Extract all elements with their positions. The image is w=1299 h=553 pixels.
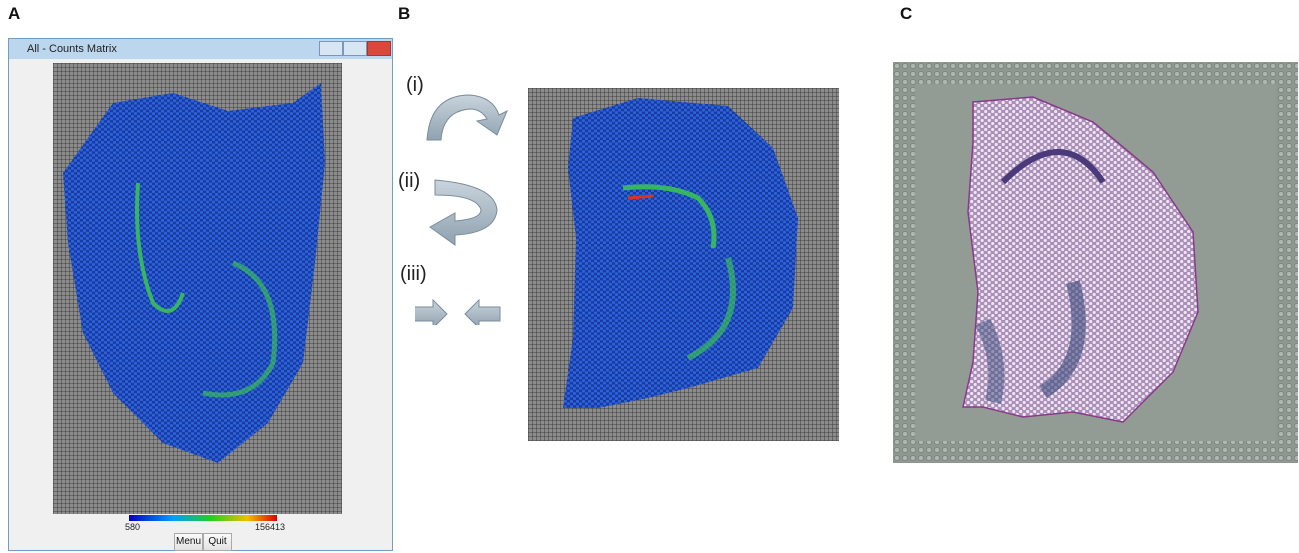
quit-button[interactable]: Quit (203, 533, 232, 551)
aligned-matrix (528, 88, 839, 441)
counts-matrix (53, 63, 342, 514)
close-button[interactable] (367, 41, 391, 56)
panel-label: C (900, 4, 912, 24)
shape (427, 95, 507, 140)
app-window: All - Counts Matrix 580 156413 Menu Quit (8, 38, 393, 551)
figure: A B C All - Counts Matrix 580 156413 Men… (0, 0, 1299, 553)
minimize-button[interactable] (319, 41, 343, 56)
arrows (415, 85, 515, 325)
shape (465, 300, 500, 325)
colorbar-max: 156413 (255, 522, 285, 532)
colorbar-min: 580 (125, 522, 140, 532)
shape (430, 180, 497, 245)
shape (129, 515, 277, 521)
window-title: All - Counts Matrix (27, 43, 117, 55)
maximize-button[interactable] (343, 41, 367, 56)
panel-label: A (8, 4, 20, 24)
panel-label: B (398, 4, 410, 24)
shape (628, 196, 653, 198)
tissue-image (893, 62, 1298, 463)
shape (415, 300, 447, 325)
colorbar (129, 515, 277, 521)
menu-button[interactable]: Menu (174, 533, 203, 551)
title-bar: All - Counts Matrix (9, 39, 392, 59)
